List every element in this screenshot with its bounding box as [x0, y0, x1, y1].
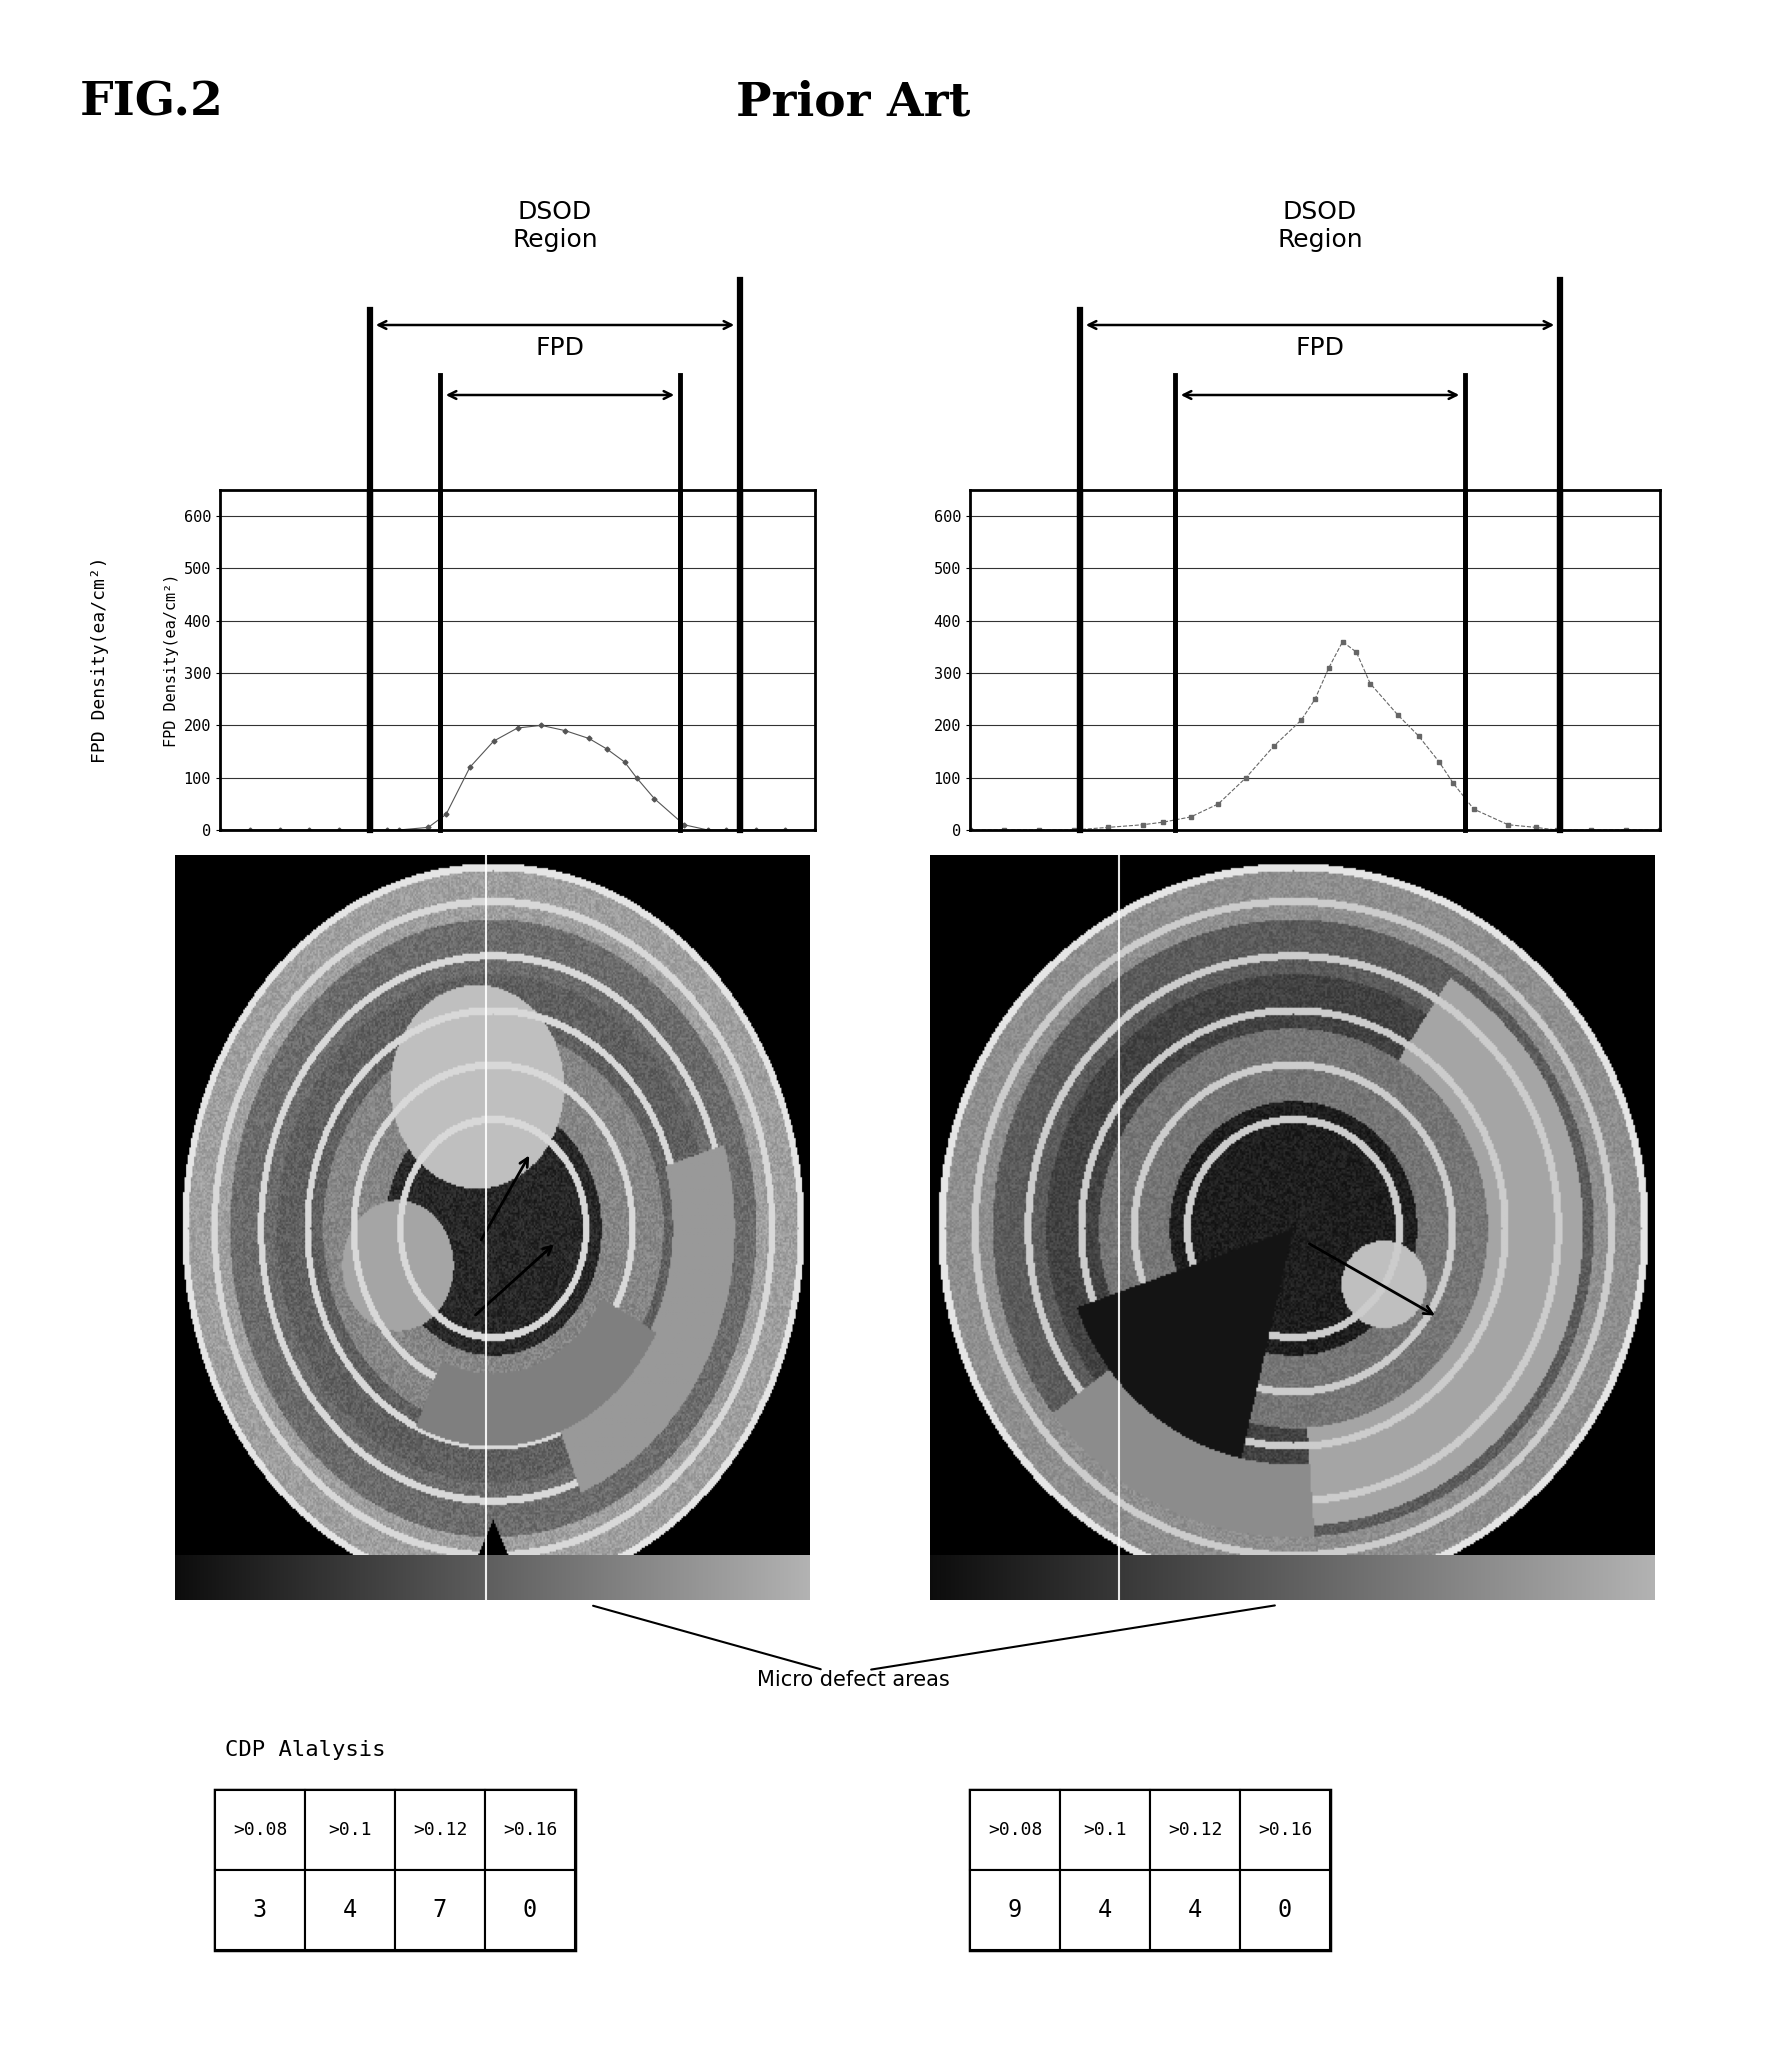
Text: 0: 0: [523, 1898, 537, 1921]
Text: 4: 4: [1188, 1898, 1202, 1921]
Text: CDP Alalysis: CDP Alalysis: [226, 1739, 386, 1760]
Text: >0.08: >0.08: [989, 1822, 1042, 1838]
Polygon shape: [1060, 1869, 1150, 1950]
Polygon shape: [485, 1791, 574, 1869]
Text: 0: 0: [1278, 1898, 1293, 1921]
Text: >0.08: >0.08: [233, 1822, 288, 1838]
Polygon shape: [306, 1869, 395, 1950]
Text: >0.12: >0.12: [412, 1822, 468, 1838]
Text: 4: 4: [1097, 1898, 1111, 1921]
Text: DSOD
Region: DSOD Region: [512, 201, 597, 252]
Text: FPD: FPD: [535, 335, 585, 360]
Polygon shape: [395, 1791, 485, 1869]
Text: DSOD
Region: DSOD Region: [1277, 201, 1362, 252]
Polygon shape: [215, 1869, 306, 1950]
Polygon shape: [485, 1869, 574, 1950]
Polygon shape: [1150, 1869, 1239, 1950]
Polygon shape: [306, 1791, 395, 1869]
Polygon shape: [1239, 1869, 1330, 1950]
Text: FPD: FPD: [1296, 335, 1344, 360]
Text: >0.12: >0.12: [1168, 1822, 1221, 1838]
Text: Prior Art: Prior Art: [736, 81, 971, 126]
Polygon shape: [1060, 1791, 1150, 1869]
Polygon shape: [215, 1791, 306, 1869]
Text: 9: 9: [1008, 1898, 1022, 1921]
Text: 4: 4: [343, 1898, 357, 1921]
Text: Micro defect areas: Micro defect areas: [757, 1671, 949, 1690]
Text: >0.1: >0.1: [329, 1822, 372, 1838]
Text: 7: 7: [432, 1898, 446, 1921]
Text: >0.16: >0.16: [503, 1822, 557, 1838]
Text: 3: 3: [252, 1898, 267, 1921]
Polygon shape: [1150, 1791, 1239, 1869]
Polygon shape: [971, 1869, 1060, 1950]
Polygon shape: [971, 1791, 1060, 1869]
Text: FIG.2: FIG.2: [80, 81, 224, 126]
Text: FPD Density(ea/cm²): FPD Density(ea/cm²): [91, 556, 108, 763]
Y-axis label: FPD Density(ea/cm²): FPD Density(ea/cm²): [164, 573, 180, 747]
Text: >0.1: >0.1: [1083, 1822, 1127, 1838]
Polygon shape: [1239, 1791, 1330, 1869]
Text: >0.16: >0.16: [1257, 1822, 1312, 1838]
Polygon shape: [395, 1869, 485, 1950]
